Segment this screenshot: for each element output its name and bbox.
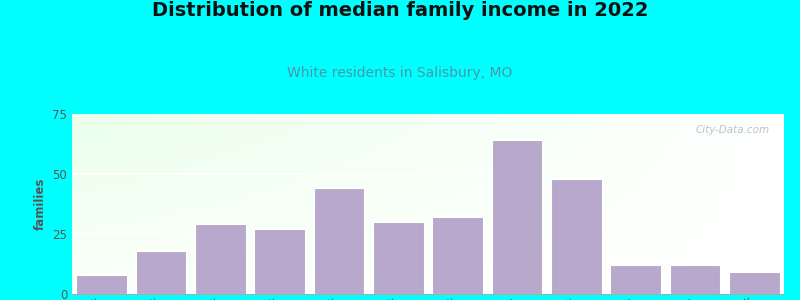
Text: White residents in Salisbury, MO: White residents in Salisbury, MO bbox=[287, 66, 513, 80]
Bar bbox=[314, 188, 364, 294]
Y-axis label: families: families bbox=[34, 178, 46, 230]
Bar bbox=[670, 265, 720, 294]
Bar bbox=[729, 272, 779, 294]
Bar bbox=[373, 222, 423, 294]
Bar bbox=[610, 265, 661, 294]
Bar bbox=[433, 217, 483, 294]
Bar bbox=[551, 179, 602, 294]
Bar bbox=[254, 229, 305, 294]
Text: Distribution of median family income in 2022: Distribution of median family income in … bbox=[152, 2, 648, 20]
Bar bbox=[77, 275, 127, 294]
Bar bbox=[492, 140, 542, 294]
Text: City-Data.com: City-Data.com bbox=[696, 125, 770, 135]
Bar bbox=[136, 251, 186, 294]
Bar bbox=[195, 224, 246, 294]
